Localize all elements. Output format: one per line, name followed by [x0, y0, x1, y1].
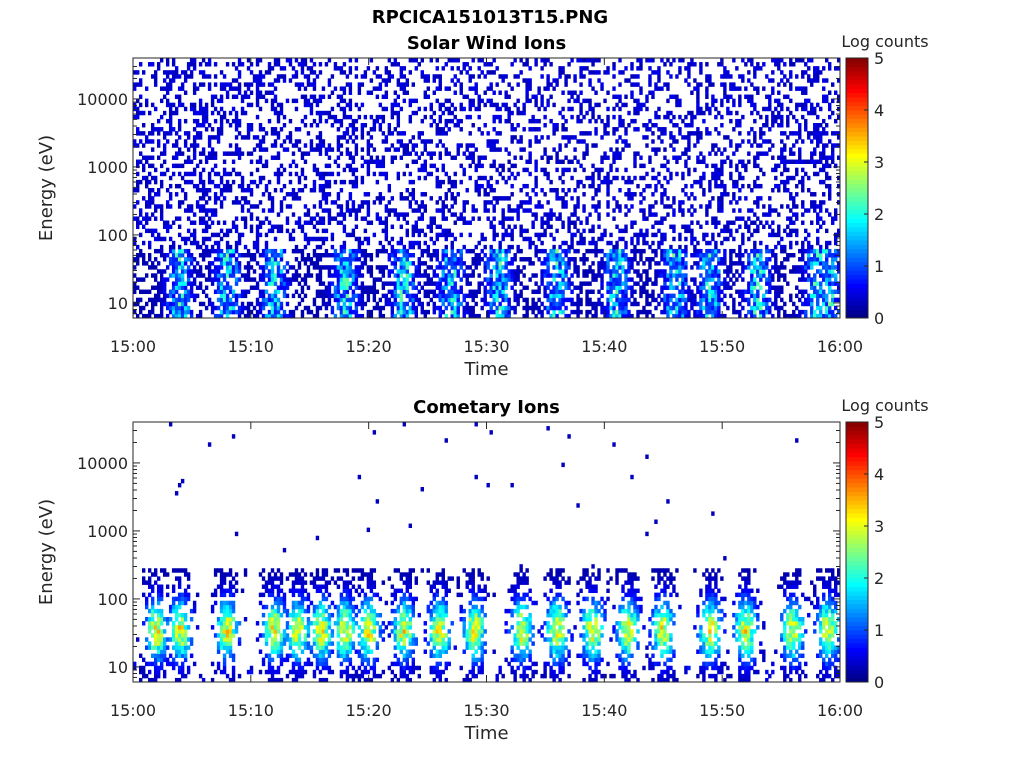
x-tick-label: 15:50 — [699, 337, 745, 356]
colorbar-tick-label: 3 — [874, 517, 884, 536]
x-tick-label: 16:00 — [817, 701, 863, 720]
x-tick-label: 15:30 — [463, 337, 509, 356]
y-tick-label: 10 — [108, 294, 128, 313]
colorbar-tick-label: 1 — [874, 257, 884, 276]
colorbar-tick-label: 4 — [874, 465, 884, 484]
y-tick-label: 10 — [108, 658, 128, 677]
x-tick-label: 15:20 — [346, 701, 392, 720]
y-axis: 10 100 1000 10000 Energy (eV) — [36, 421, 840, 683]
y-tick-label: 10000 — [77, 454, 128, 473]
panel-title: Solar Wind Ions — [407, 33, 566, 54]
x-axis: 15:00 15:10 15:20 15:30 15:40 15:50 16:00 Time — [110, 422, 863, 744]
panel-title: Cometary Ions — [413, 397, 560, 418]
x-tick-label: 15:20 — [346, 337, 392, 356]
y-tick-label: 100 — [97, 590, 128, 609]
colorbar-tick-label: 3 — [874, 153, 884, 172]
colorbar-tick-label: 0 — [874, 309, 884, 328]
colorbar-frame — [845, 421, 869, 683]
y-tick-label: 100 — [97, 226, 128, 245]
y-axis-label: Energy (eV) — [36, 499, 57, 605]
colorbar-tick-label: 5 — [874, 413, 884, 432]
y-axis: 10 100 1000 10000 Energy (eV) — [36, 57, 840, 319]
colorbar-tick-label: 4 — [874, 101, 884, 120]
colorbar-tick-label: 2 — [874, 205, 884, 224]
x-tick-label: 15:10 — [228, 337, 274, 356]
figure-title: RPCICA151013T15.PNG — [371, 7, 609, 28]
x-tick-label: 16:00 — [817, 337, 863, 356]
x-tick-label: 15:10 — [228, 701, 274, 720]
colorbar-tick-label: 2 — [874, 569, 884, 588]
colorbar-label: Log counts — [841, 32, 928, 51]
x-tick-label: 15:30 — [463, 701, 509, 720]
x-axis: 15:00 15:10 15:20 15:30 15:40 15:50 16:00 Time — [110, 58, 863, 380]
y-tick-label: 1000 — [87, 158, 128, 177]
y-tick-label: 1000 — [87, 522, 128, 541]
x-tick-label: 15:00 — [110, 701, 156, 720]
colorbar-tick-label: 0 — [874, 673, 884, 692]
colorbar-tick-label: 5 — [874, 49, 884, 68]
x-axis-label: Time — [463, 723, 508, 744]
colorbar-frame — [845, 57, 869, 319]
spectrogram-cells — [133, 58, 841, 319]
colorbar-label: Log counts — [841, 396, 928, 415]
y-axis-label: Energy (eV) — [36, 135, 57, 241]
x-axis-label: Time — [463, 359, 508, 380]
x-tick-label: 15:40 — [581, 701, 627, 720]
y-tick-label: 10000 — [77, 90, 128, 109]
colorbar-tick-label: 1 — [874, 621, 884, 640]
x-tick-label: 15:00 — [110, 337, 156, 356]
spectrogram-cells — [133, 422, 841, 683]
x-tick-label: 15:40 — [581, 337, 627, 356]
x-tick-label: 15:50 — [699, 701, 745, 720]
